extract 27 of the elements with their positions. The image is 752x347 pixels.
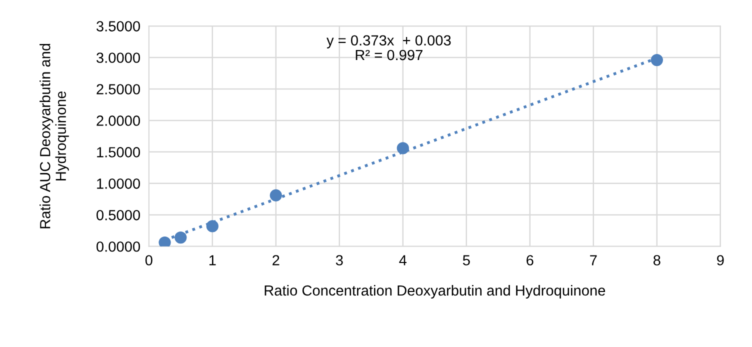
x-axis-title: Ratio Concentration Deoxyarbutin and Hydroquinone: [264, 284, 606, 299]
y-tick-label: 3.5000: [96, 21, 140, 32]
x-tick-label: 0: [145, 255, 152, 266]
point: [270, 189, 282, 202]
annotation: y = 0.373x + 0.003 R² = 0.997: [326, 35, 451, 60]
x-tick-label: 3: [336, 255, 343, 266]
y-tick-label: 1.0000: [97, 178, 140, 189]
x-tick-label: 7: [590, 255, 597, 266]
x-tick-label: 4: [399, 255, 407, 266]
point: [158, 236, 171, 246]
x-tick-label: 1: [209, 255, 216, 266]
point: [396, 142, 409, 154]
x-tick-label: 6: [526, 255, 534, 266]
y-tick-label: 2.5000: [96, 84, 140, 94]
x-tick-label: 8: [653, 255, 660, 266]
y-tick-label: 1.5000: [97, 147, 140, 158]
x-tick-label: 9: [717, 255, 724, 266]
point: [650, 54, 663, 66]
y-tick-label: 2.0000: [96, 116, 140, 126]
point: [174, 231, 187, 244]
y-tick-label: 0.0000: [96, 241, 140, 252]
x-tick-label: 2: [272, 255, 280, 266]
y-axis-title: Ratio AUC Deoxyarbutin and Hydroquinone: [40, 44, 69, 228]
y-tick-label: 3.0000: [96, 52, 140, 63]
point: [206, 220, 218, 232]
x-tick-label: 5: [462, 255, 470, 266]
y-tick-label: 0.5000: [96, 210, 140, 220]
